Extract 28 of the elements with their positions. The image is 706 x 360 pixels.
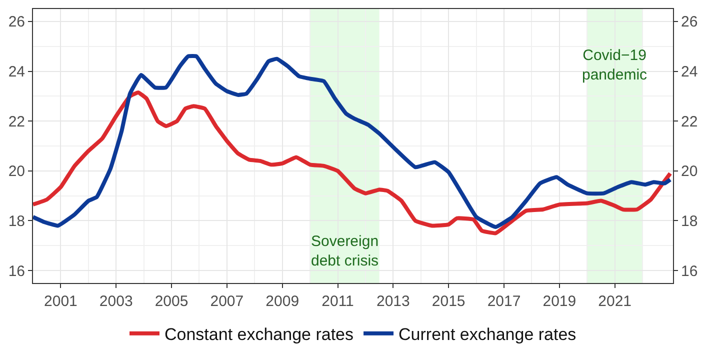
band-label: Covid−19 pandemic [582,47,648,84]
y2-tick-label: 18 [681,212,698,230]
x-tick-label: 2013 [376,293,410,310]
y-tick-label: 26 [8,14,25,31]
y2-tick-label: 26 [681,14,698,31]
legend-label: Current exchange rates [398,325,576,344]
y2-tick-label: 24 [681,64,698,81]
x-tick-label: 2021 [598,293,632,310]
x-tick-label: 2019 [542,293,576,310]
y2-tick-label: 16 [681,262,698,280]
line-series [33,90,672,236]
x-tick-label: 2003 [99,293,133,310]
x-tick-label: 2011 [322,293,354,310]
y-tick-label: 16 [8,262,25,280]
band-label: Sovereign debt crisis [311,233,379,270]
y-tick-label: 22 [8,113,25,130]
x-tick-label: 2009 [266,293,300,310]
y2-tick-label: 22 [681,113,698,130]
x-tick-label: 2007 [210,293,244,310]
y-tick-label: 18 [8,212,25,230]
x-tick-label: 2005 [154,293,188,310]
x-tick-label: 2015 [432,293,466,310]
y2-tick-label: 20 [681,163,698,180]
y-tick-label: 24 [8,64,25,81]
x-tick-label: 2017 [487,293,521,310]
y-tick-label: 20 [8,163,25,180]
x-tick-label: 2001 [44,293,78,310]
legend-label: Constant exchange rates [164,325,354,344]
